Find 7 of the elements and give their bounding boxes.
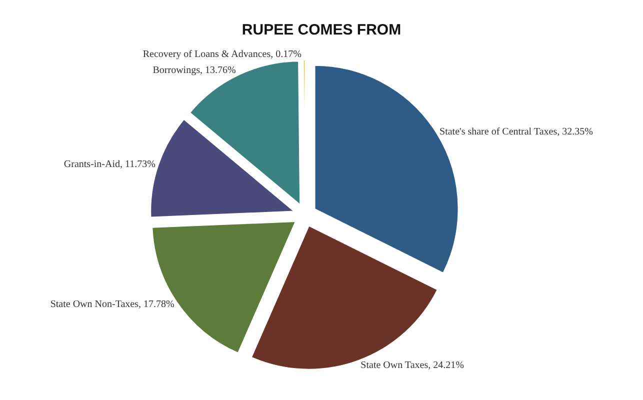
- slice-label: Grants-in-Aid, 11.73%: [64, 159, 156, 170]
- slice-label: Recovery of Loans & Advances, 0.17%: [142, 49, 302, 60]
- chart-title: RUPEE COMES FROM: [242, 22, 402, 38]
- slice-label: Borrowings, 13.76%: [152, 64, 236, 76]
- slice-label: State Own Taxes, 24.21%: [360, 360, 464, 372]
- slice-label: State Own Non-Taxes, 17.78%: [50, 298, 174, 310]
- slice-label: State's share of Central Taxes, 32.35%: [440, 126, 593, 138]
